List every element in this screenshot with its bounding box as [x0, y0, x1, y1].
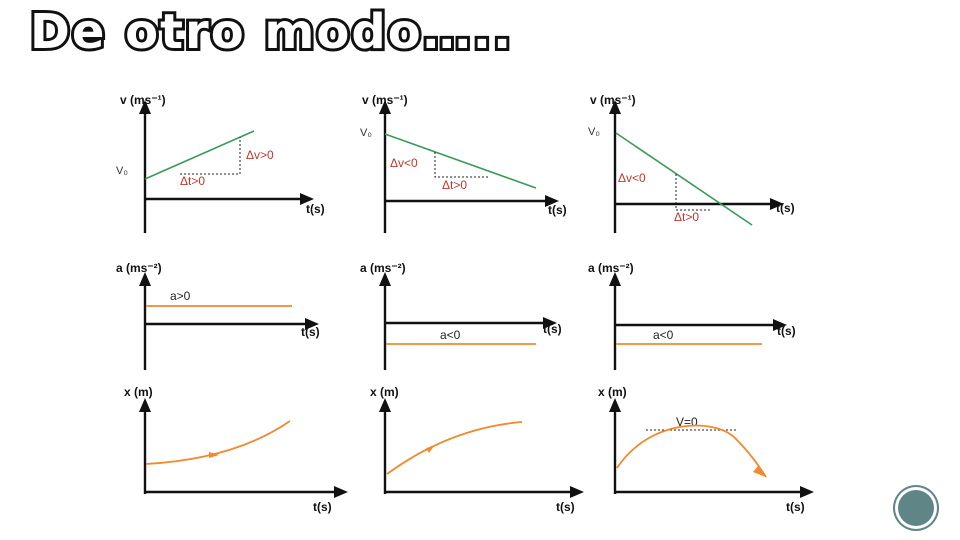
- t-axis-label: t(s): [777, 324, 796, 338]
- velocity-line-decreasing: [384, 133, 537, 189]
- a-axis-arrow-icon: [139, 272, 151, 286]
- x-axis-arrow-icon: [379, 398, 391, 412]
- acceleration-graph-2: a (ms⁻²) t(s) a<0: [360, 261, 562, 370]
- a-axis-arrow-icon: [379, 272, 391, 286]
- a-axis-label: a (ms⁻²): [588, 261, 634, 275]
- velocity-graph-1: v (ms⁻¹) t(s) V₀ Δv>0 Δt>0: [116, 93, 325, 233]
- v-axis-label: v (ms⁻¹): [120, 93, 166, 107]
- v-axis-label: v (ms⁻¹): [362, 93, 408, 107]
- t-axis-label: t(s): [313, 500, 332, 514]
- position-graph-3: x (m) t(s) V=0: [598, 385, 814, 514]
- x-axis-label: x (m): [370, 385, 399, 399]
- a-axis-arrow-icon: [609, 272, 621, 286]
- t-axis-label: t(s): [776, 201, 795, 215]
- v0-label: V₀: [360, 127, 372, 139]
- x-axis-arrow-icon: [139, 398, 151, 412]
- t-axis-arrow-icon: [305, 318, 319, 330]
- t-axis-label: t(s): [301, 325, 320, 339]
- t-axis-arrow-icon: [570, 486, 584, 498]
- a-axis-label: a (ms⁻²): [116, 261, 162, 275]
- direction-arrow-icon: [753, 466, 766, 477]
- t-axis-arrow-icon: [334, 486, 348, 498]
- t-axis-arrow-icon: [543, 317, 557, 329]
- velocity-line-steep: [615, 132, 753, 226]
- position-graph-2: x (m) t(s): [370, 385, 584, 514]
- x-axis-arrow-icon: [609, 398, 621, 412]
- velocity-line-increasing: [144, 130, 255, 180]
- velocity-graph-3: v (ms⁻¹) t(s) V₀ Δv<0 Δt>0: [588, 93, 795, 233]
- delta-t-label: Δt>0: [180, 174, 205, 188]
- delta-v-label: Δv<0: [618, 171, 646, 185]
- v-axis-arrow-icon: [379, 100, 391, 114]
- position-graph-1: x (m) t(s): [124, 385, 348, 514]
- a-axis-label: a (ms⁻²): [360, 261, 406, 275]
- t-axis-arrow-icon: [800, 486, 814, 498]
- delta-v-label: Δv>0: [246, 148, 274, 162]
- a-negative-label: a<0: [653, 328, 674, 342]
- t-axis-arrow-icon: [545, 195, 559, 207]
- direction-arrow-icon: [209, 452, 219, 458]
- position-curve-decelerating: [386, 421, 523, 475]
- x-axis-label: x (m): [124, 385, 153, 399]
- t-axis-arrow-icon: [300, 193, 314, 205]
- delta-guide: [675, 174, 710, 211]
- position-curve-turnaround: [616, 424, 767, 478]
- t-axis-label: t(s): [556, 500, 575, 514]
- t-axis-arrow-icon: [773, 319, 787, 331]
- v0-label: V₀: [116, 165, 128, 177]
- t-axis-label: t(s): [786, 500, 805, 514]
- delta-guide: [434, 152, 490, 178]
- direction-arrow-icon: [426, 446, 434, 453]
- a-positive-label: a>0: [170, 289, 191, 303]
- slide-title: De otro modo…..: [27, 1, 514, 63]
- t-axis-arrow-icon: [770, 198, 784, 210]
- v0-label: V₀: [588, 126, 600, 138]
- velocity-graph-2: v (ms⁻¹) t(s) V₀ Δv<0 Δt>0: [360, 93, 567, 233]
- x-axis-label: x (m): [598, 385, 627, 399]
- v-axis-label: v (ms⁻¹): [590, 93, 636, 107]
- v-axis-arrow-icon: [609, 100, 621, 114]
- delta-t-label: Δt>0: [442, 178, 467, 192]
- delta-guide: [180, 137, 241, 175]
- t-axis-label: t(s): [543, 322, 562, 336]
- v-axis-arrow-icon: [139, 100, 151, 114]
- position-curve-accelerating: [145, 420, 291, 465]
- acceleration-graph-1: a (ms⁻²) t(s) a>0: [116, 261, 320, 370]
- delta-t-label: Δt>0: [674, 210, 699, 224]
- circle-button-icon[interactable]: [898, 490, 934, 526]
- a-negative-label: a<0: [440, 328, 461, 342]
- acceleration-graph-3: a (ms⁻²) t(s) a<0: [588, 261, 796, 370]
- t-axis-label: t(s): [548, 203, 567, 217]
- t-axis-label: t(s): [306, 202, 325, 216]
- delta-v-label: Δv<0: [390, 156, 418, 170]
